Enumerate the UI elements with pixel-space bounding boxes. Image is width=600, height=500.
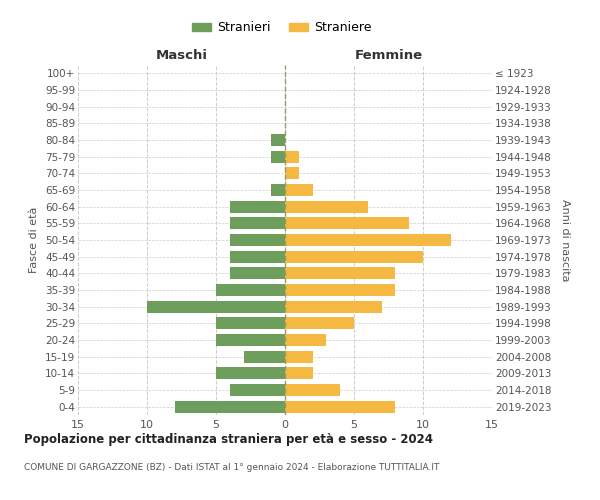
Bar xyxy=(216,368,285,380)
Bar xyxy=(230,234,285,246)
Bar xyxy=(230,218,285,230)
Bar xyxy=(285,168,299,179)
Bar xyxy=(230,384,285,396)
Bar xyxy=(230,268,285,280)
Bar xyxy=(285,384,340,396)
Bar xyxy=(285,400,395,412)
Bar xyxy=(216,318,285,330)
Bar xyxy=(230,200,285,212)
Text: Popolazione per cittadinanza straniera per età e sesso - 2024: Popolazione per cittadinanza straniera p… xyxy=(24,432,433,446)
Text: COMUNE DI GARGAZZONE (BZ) - Dati ISTAT al 1° gennaio 2024 - Elaborazione TUTTITA: COMUNE DI GARGAZZONE (BZ) - Dati ISTAT a… xyxy=(24,462,439,471)
Bar xyxy=(285,318,354,330)
Bar xyxy=(285,268,395,280)
Bar xyxy=(285,150,299,162)
Bar xyxy=(271,134,285,146)
Bar xyxy=(285,300,382,312)
Bar xyxy=(285,250,423,262)
Bar xyxy=(271,150,285,162)
Bar xyxy=(147,300,285,312)
Bar xyxy=(285,284,395,296)
Bar xyxy=(230,250,285,262)
Bar xyxy=(175,400,285,412)
Bar xyxy=(244,350,285,362)
Bar xyxy=(285,234,451,246)
Text: Maschi: Maschi xyxy=(155,48,208,62)
Bar xyxy=(216,334,285,346)
Y-axis label: Anni di nascita: Anni di nascita xyxy=(560,198,570,281)
Bar xyxy=(285,334,326,346)
Bar xyxy=(285,218,409,230)
Bar xyxy=(271,184,285,196)
Y-axis label: Fasce di età: Fasce di età xyxy=(29,207,40,273)
Bar xyxy=(285,200,368,212)
Bar xyxy=(285,350,313,362)
Bar xyxy=(216,284,285,296)
Legend: Stranieri, Straniere: Stranieri, Straniere xyxy=(187,16,377,40)
Bar xyxy=(285,368,313,380)
Bar xyxy=(285,184,313,196)
Text: Femmine: Femmine xyxy=(355,48,422,62)
